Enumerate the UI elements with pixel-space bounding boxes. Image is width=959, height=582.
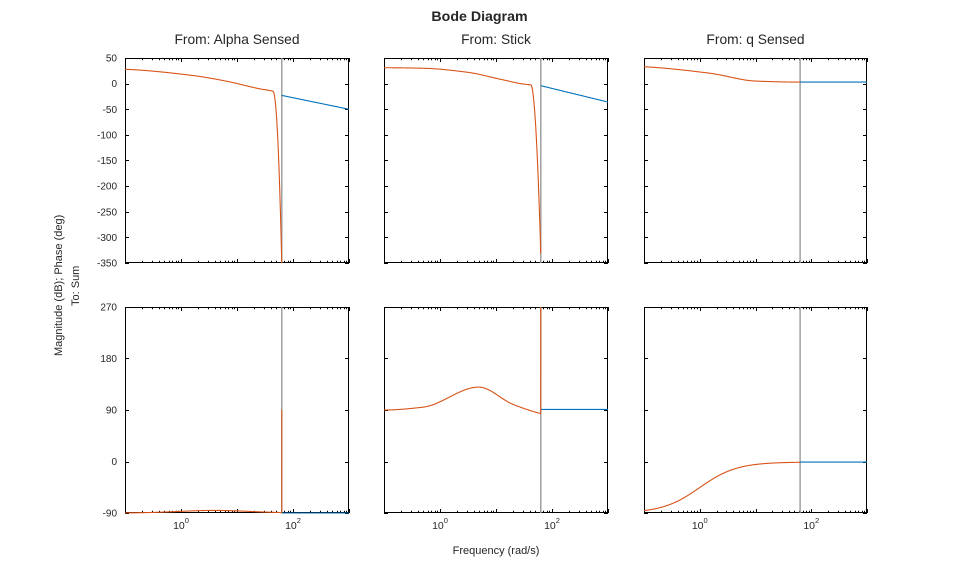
svg-text:From: Stick: From: Stick — [461, 32, 531, 47]
svg-text:From: q Sensed: From: q Sensed — [706, 32, 804, 47]
svg-text:-90: -90 — [103, 509, 118, 520]
svg-text:0: 0 — [111, 79, 117, 90]
svg-text:From: Alpha Sensed: From: Alpha Sensed — [174, 32, 299, 47]
svg-text:Bode Diagram: Bode Diagram — [431, 9, 527, 25]
svg-text:-300: -300 — [97, 233, 117, 244]
svg-text:90: 90 — [106, 406, 118, 417]
svg-text:180: 180 — [100, 354, 117, 365]
svg-text:-50: -50 — [103, 105, 118, 116]
svg-text:-200: -200 — [97, 182, 117, 193]
svg-text:-100: -100 — [97, 130, 117, 141]
svg-text:50: 50 — [106, 54, 118, 65]
svg-text:0: 0 — [111, 457, 117, 468]
svg-text:-250: -250 — [97, 207, 117, 218]
svg-text:270: 270 — [100, 303, 117, 314]
svg-text:-150: -150 — [97, 156, 117, 167]
svg-text:-350: -350 — [97, 259, 117, 270]
